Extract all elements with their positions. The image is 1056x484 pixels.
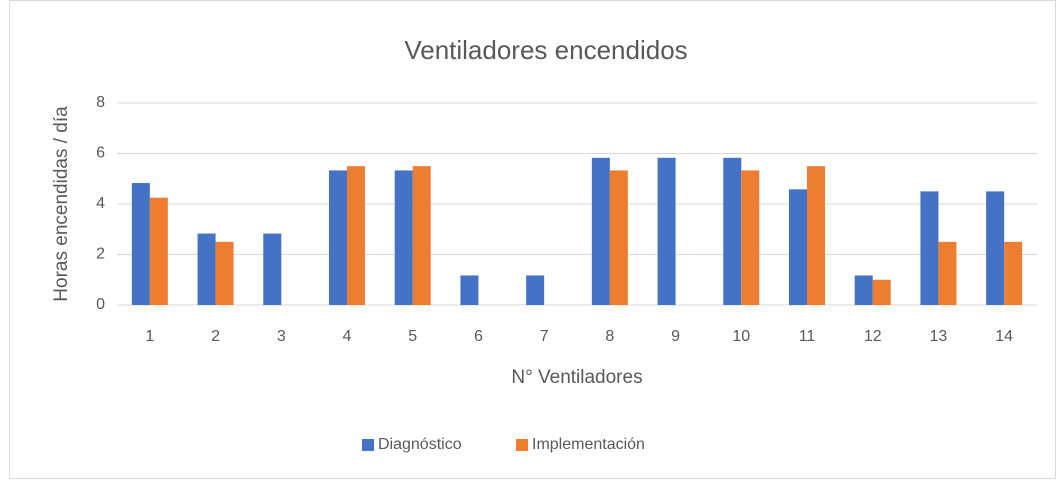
- legend-label: Implementación: [532, 436, 645, 453]
- bar: [741, 170, 760, 305]
- bar: [591, 157, 610, 305]
- bar: [412, 166, 431, 305]
- bar: [347, 166, 365, 305]
- x-tick-label: 11: [799, 328, 816, 345]
- x-tick-label: 10: [732, 328, 750, 345]
- bar: [789, 189, 807, 305]
- bar: [854, 275, 873, 305]
- x-tick-label: 5: [408, 328, 417, 345]
- bar: [394, 170, 413, 305]
- bar: [872, 279, 891, 305]
- bar: [920, 191, 939, 305]
- bar: [197, 233, 216, 305]
- x-tick-label: 13: [930, 328, 948, 345]
- bar: [1004, 241, 1023, 305]
- y-axis-title: Horas encendidas / día: [51, 106, 72, 302]
- x-tick-label: 4: [343, 328, 352, 345]
- y-tick-label: 2: [96, 246, 105, 263]
- bar: [149, 197, 168, 305]
- bar: [986, 191, 1005, 305]
- bar: [263, 233, 282, 305]
- bar: [131, 183, 150, 305]
- bar: [215, 241, 234, 305]
- legend-swatch: [362, 439, 374, 451]
- y-tick-label: 4: [96, 195, 105, 212]
- bar: [723, 157, 742, 305]
- x-tick-label: 12: [864, 328, 882, 345]
- x-tick-label: 1: [145, 328, 154, 345]
- chart-title: Ventiladores encendidos: [404, 35, 687, 65]
- legend-label: Diagnóstico: [378, 436, 462, 453]
- x-tick-label: 7: [540, 328, 549, 345]
- x-tick-label: 9: [671, 328, 680, 345]
- x-tick-label: 8: [605, 328, 614, 345]
- x-axis-title: N° Ventiladores: [511, 367, 642, 388]
- y-tick-label: 6: [96, 145, 105, 162]
- y-tick-label: 8: [96, 94, 105, 111]
- x-tick-label: 6: [474, 328, 483, 345]
- bar: [526, 275, 545, 305]
- x-tick-label: 2: [211, 328, 220, 345]
- x-tick-label: 3: [277, 328, 286, 345]
- y-tick-label: 0: [96, 296, 105, 313]
- bar: [807, 166, 825, 305]
- bar: [609, 170, 628, 305]
- bar: [460, 275, 479, 305]
- chart-border: [9, 0, 1056, 479]
- x-tick-label: 14: [995, 328, 1013, 345]
- legend-swatch: [516, 439, 528, 451]
- bar: [938, 241, 957, 305]
- bar: [329, 170, 347, 305]
- bar: [657, 157, 676, 305]
